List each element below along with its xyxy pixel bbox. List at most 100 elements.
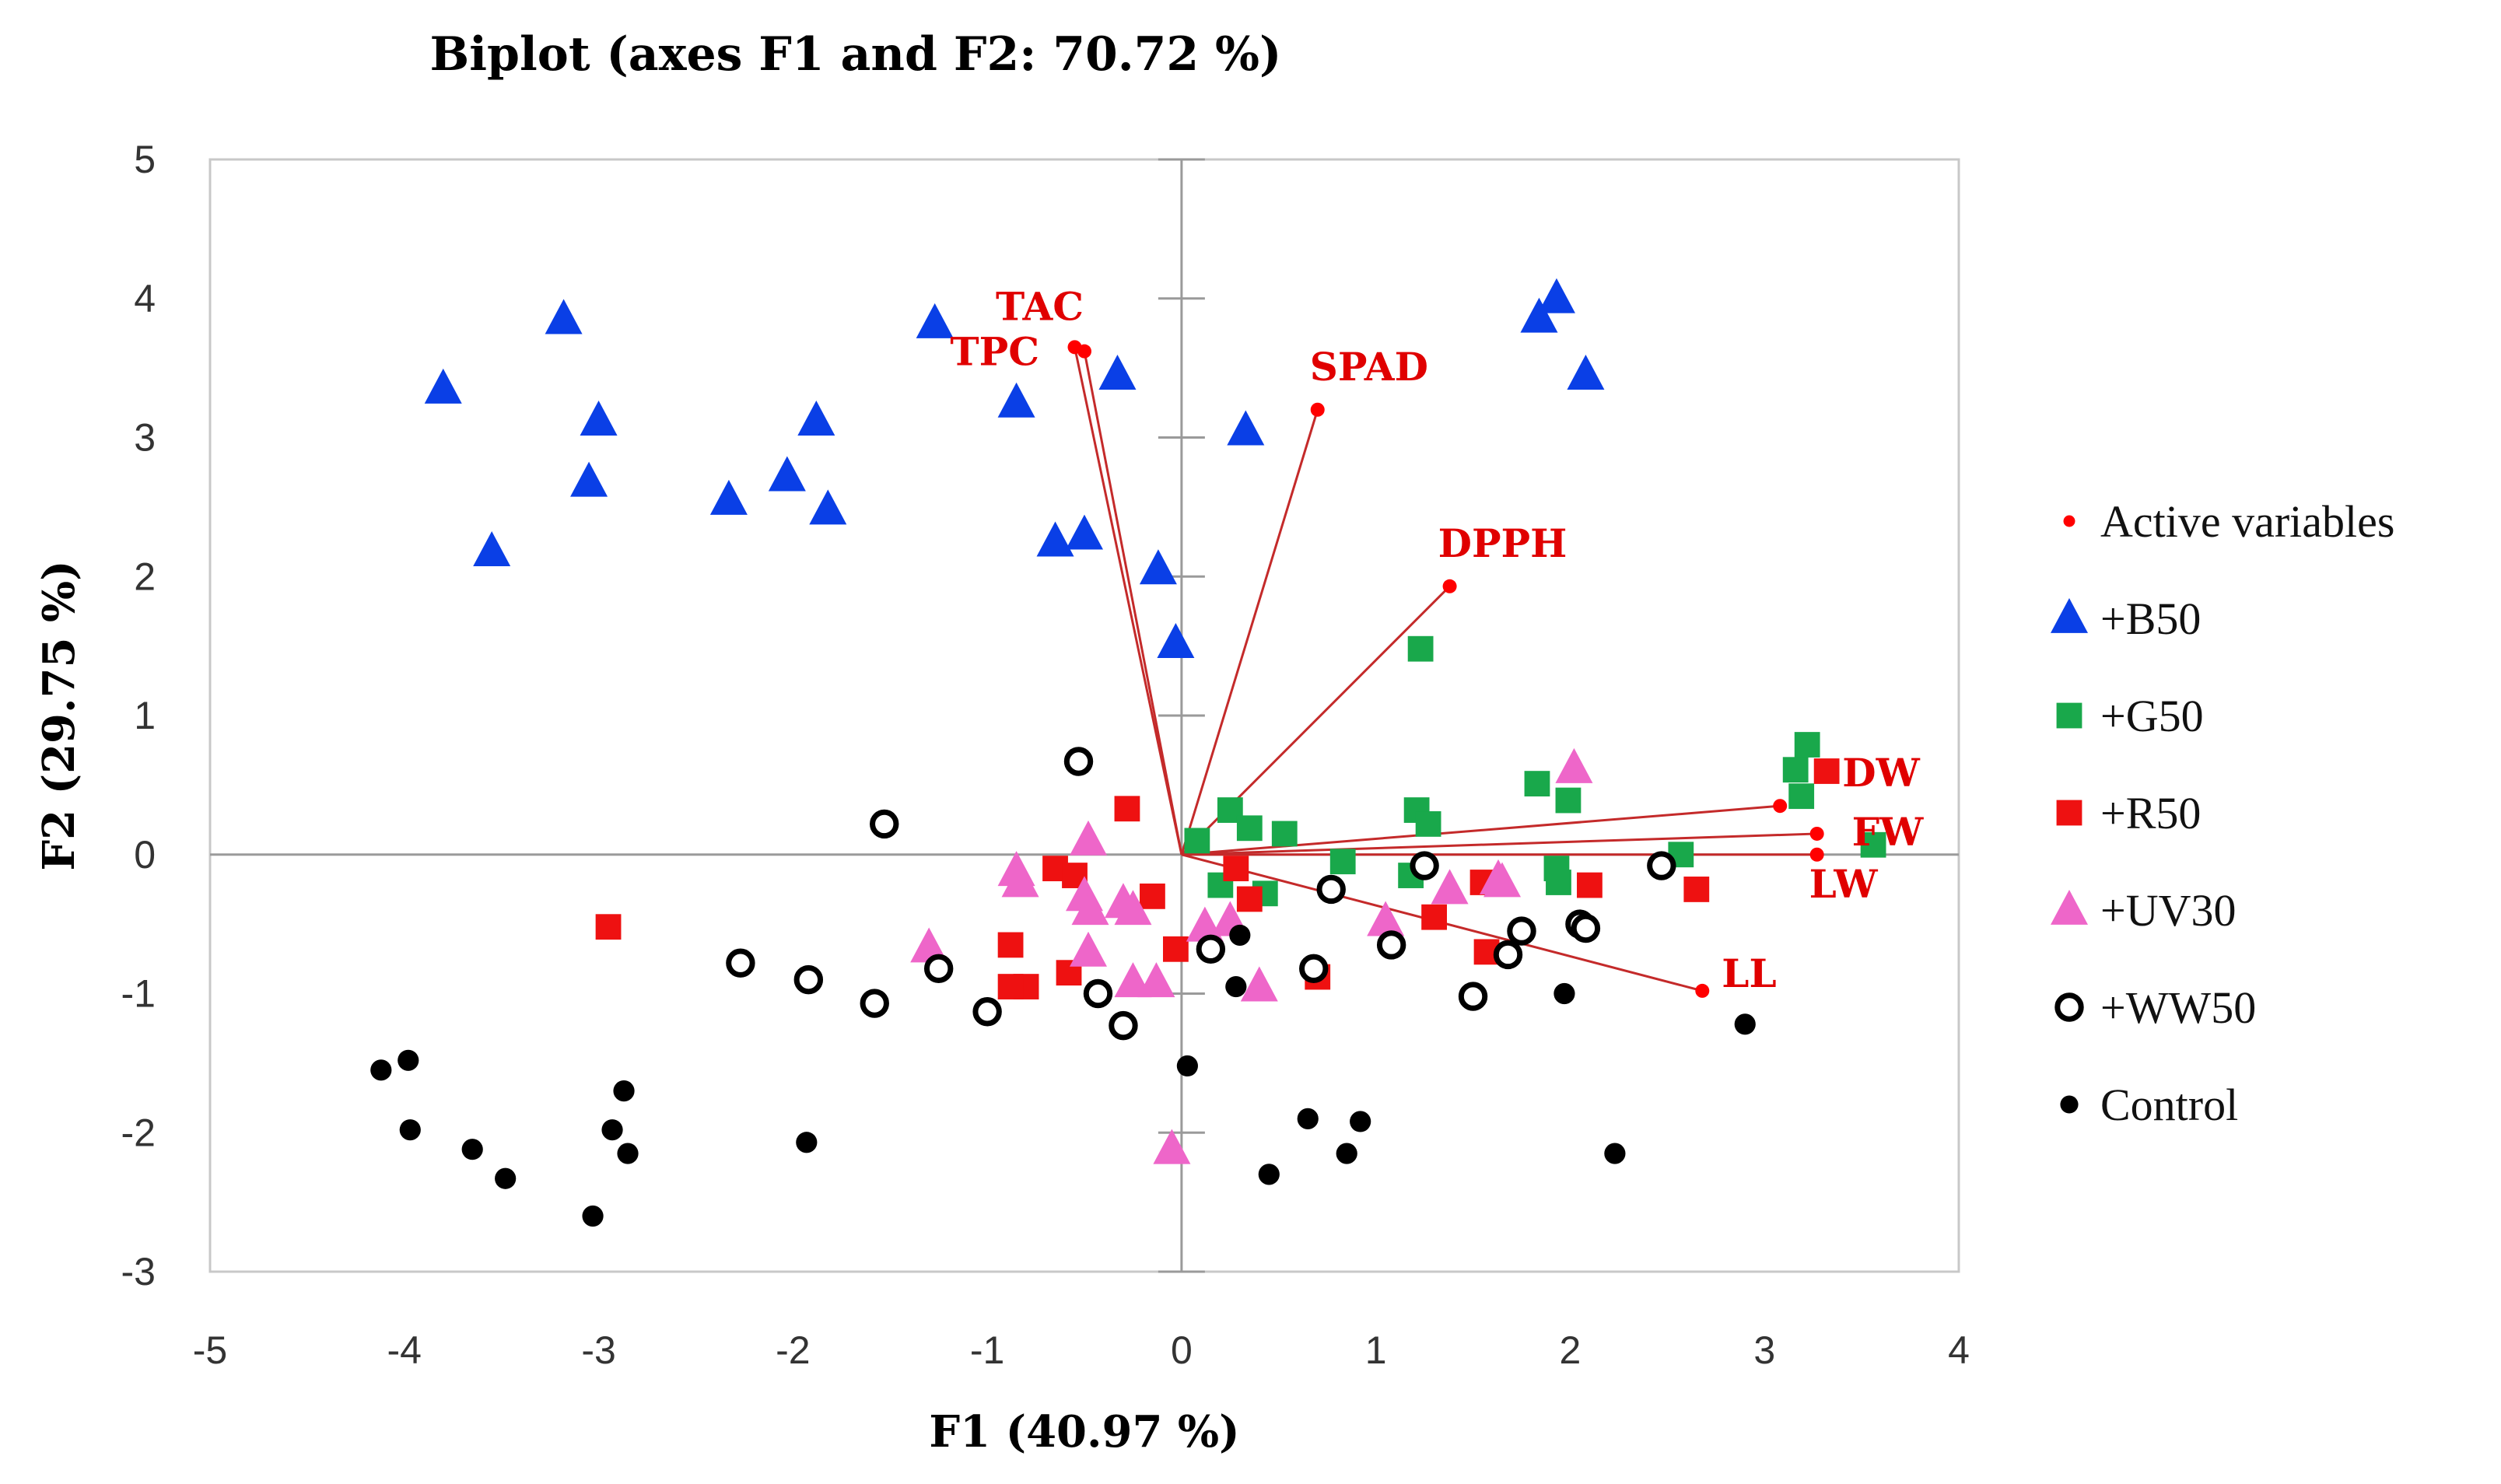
point-control <box>1297 1108 1319 1129</box>
point-control <box>495 1167 517 1189</box>
point-b50 <box>1537 278 1575 313</box>
point-b50 <box>768 456 806 492</box>
point-ww50 <box>1507 916 1536 946</box>
point-control <box>796 1132 818 1153</box>
point-b50 <box>797 401 835 436</box>
point-b50 <box>1139 549 1177 585</box>
y-tick-label: 3 <box>134 416 156 460</box>
variable-label: LL <box>1722 950 1776 996</box>
point-b50 <box>997 382 1035 418</box>
variable-label: LW <box>1809 861 1879 907</box>
point-uv30 <box>1137 962 1175 998</box>
point-g50 <box>1524 771 1550 796</box>
x-tick-label: -2 <box>776 1328 810 1372</box>
variable-label: DPPH <box>1438 520 1568 566</box>
point-uv30 <box>1367 901 1405 936</box>
point-g50 <box>1546 870 1571 895</box>
point-control <box>1176 1055 1198 1077</box>
point-control <box>582 1205 604 1227</box>
x-tick-label: -5 <box>193 1328 227 1372</box>
point-r50 <box>1223 856 1249 882</box>
legend: Active variables +B50 +G50 +R50 +UV30 +WW50 Co… <box>2051 496 2394 1130</box>
variable-point <box>1310 402 1325 417</box>
point-r50 <box>997 932 1024 958</box>
point-ww50 <box>1647 851 1676 880</box>
point-ww50 <box>1458 982 1488 1011</box>
point-control <box>613 1080 635 1102</box>
point-b50 <box>570 461 608 497</box>
legend-label: +R50 <box>2100 788 2201 838</box>
point-g50 <box>1794 732 1820 758</box>
point-control <box>1604 1143 1626 1164</box>
legend-label: +WW50 <box>2100 982 2256 1033</box>
point-r50 <box>595 914 622 940</box>
variable-label: TAC <box>996 283 1084 329</box>
point-control <box>398 1049 419 1071</box>
point-ww50 <box>1196 934 1226 964</box>
legend-marker-activevariables <box>2063 515 2075 527</box>
x-tick-label: 2 <box>1560 1328 1582 1372</box>
y-tick-label: -1 <box>121 972 156 1016</box>
point-ww50 <box>1063 747 1094 776</box>
y-axis-label: F2 (29.75 %) <box>33 560 85 870</box>
point-control <box>461 1139 483 1160</box>
point-r50 <box>1114 796 1140 822</box>
legend-label: +G50 <box>2100 691 2204 741</box>
point-uv30 <box>910 927 948 963</box>
point-ww50 <box>1299 954 1329 984</box>
point-control <box>617 1143 639 1164</box>
point-uv30 <box>1114 890 1152 926</box>
legend-marker-uv30 <box>2051 889 2088 925</box>
x-axis-label: F1 (40.97 %) <box>929 1406 1239 1458</box>
point-ww50 <box>1493 940 1523 970</box>
x-tick-label: 1 <box>1365 1328 1387 1372</box>
point-g50 <box>1555 787 1582 814</box>
y-tick-label: 0 <box>134 833 156 877</box>
y-tick-label: 1 <box>134 694 156 737</box>
point-control <box>1229 924 1251 947</box>
y-tick-label: -3 <box>121 1250 156 1293</box>
x-tick-label: -3 <box>581 1328 615 1372</box>
point-b50 <box>1157 623 1195 658</box>
point-b50 <box>1066 514 1103 550</box>
variable-vector <box>1181 832 1817 856</box>
point-g50 <box>1782 757 1809 783</box>
point-uv30 <box>1069 820 1107 856</box>
legend-marker-control <box>2060 1095 2079 1114</box>
point-control <box>1553 982 1575 1005</box>
point-ww50 <box>726 948 755 978</box>
point-b50 <box>545 299 583 334</box>
point-g50 <box>1236 815 1263 842</box>
point-ww50 <box>793 964 824 995</box>
legend-marker-r50 <box>2056 800 2082 826</box>
point-uv30 <box>1240 966 1278 1002</box>
legend-label: Active variables <box>2100 496 2394 547</box>
point-g50 <box>1860 831 1886 858</box>
x-tick-label: 3 <box>1753 1328 1775 1372</box>
point-uv30 <box>1069 931 1107 967</box>
point-b50 <box>1098 355 1137 390</box>
variable-point <box>1695 983 1710 998</box>
point-control <box>601 1119 623 1141</box>
point-ww50 <box>1109 1010 1138 1041</box>
legend-label: +UV30 <box>2100 885 2236 936</box>
point-b50 <box>1036 521 1074 557</box>
point-ww50 <box>972 997 1002 1027</box>
point-r50 <box>1236 886 1263 912</box>
legend-marker-ww50 <box>2054 992 2084 1022</box>
point-b50 <box>424 368 462 404</box>
point-control <box>1734 1013 1756 1035</box>
point-ww50 <box>860 989 889 1018</box>
point-b50 <box>1567 355 1605 390</box>
variable-vector <box>1180 409 1319 856</box>
point-b50 <box>1227 410 1265 446</box>
point-g50 <box>1788 783 1815 810</box>
y-tick-label: 5 <box>134 138 156 181</box>
variable-point <box>1809 847 1824 862</box>
point-ww50 <box>1316 874 1346 905</box>
x-tick-labels: -5 -4 -3 -2 -1 0 1 2 3 4 <box>193 1328 1970 1372</box>
point-r50 <box>1421 904 1447 930</box>
variable-label: TPC <box>950 329 1039 375</box>
